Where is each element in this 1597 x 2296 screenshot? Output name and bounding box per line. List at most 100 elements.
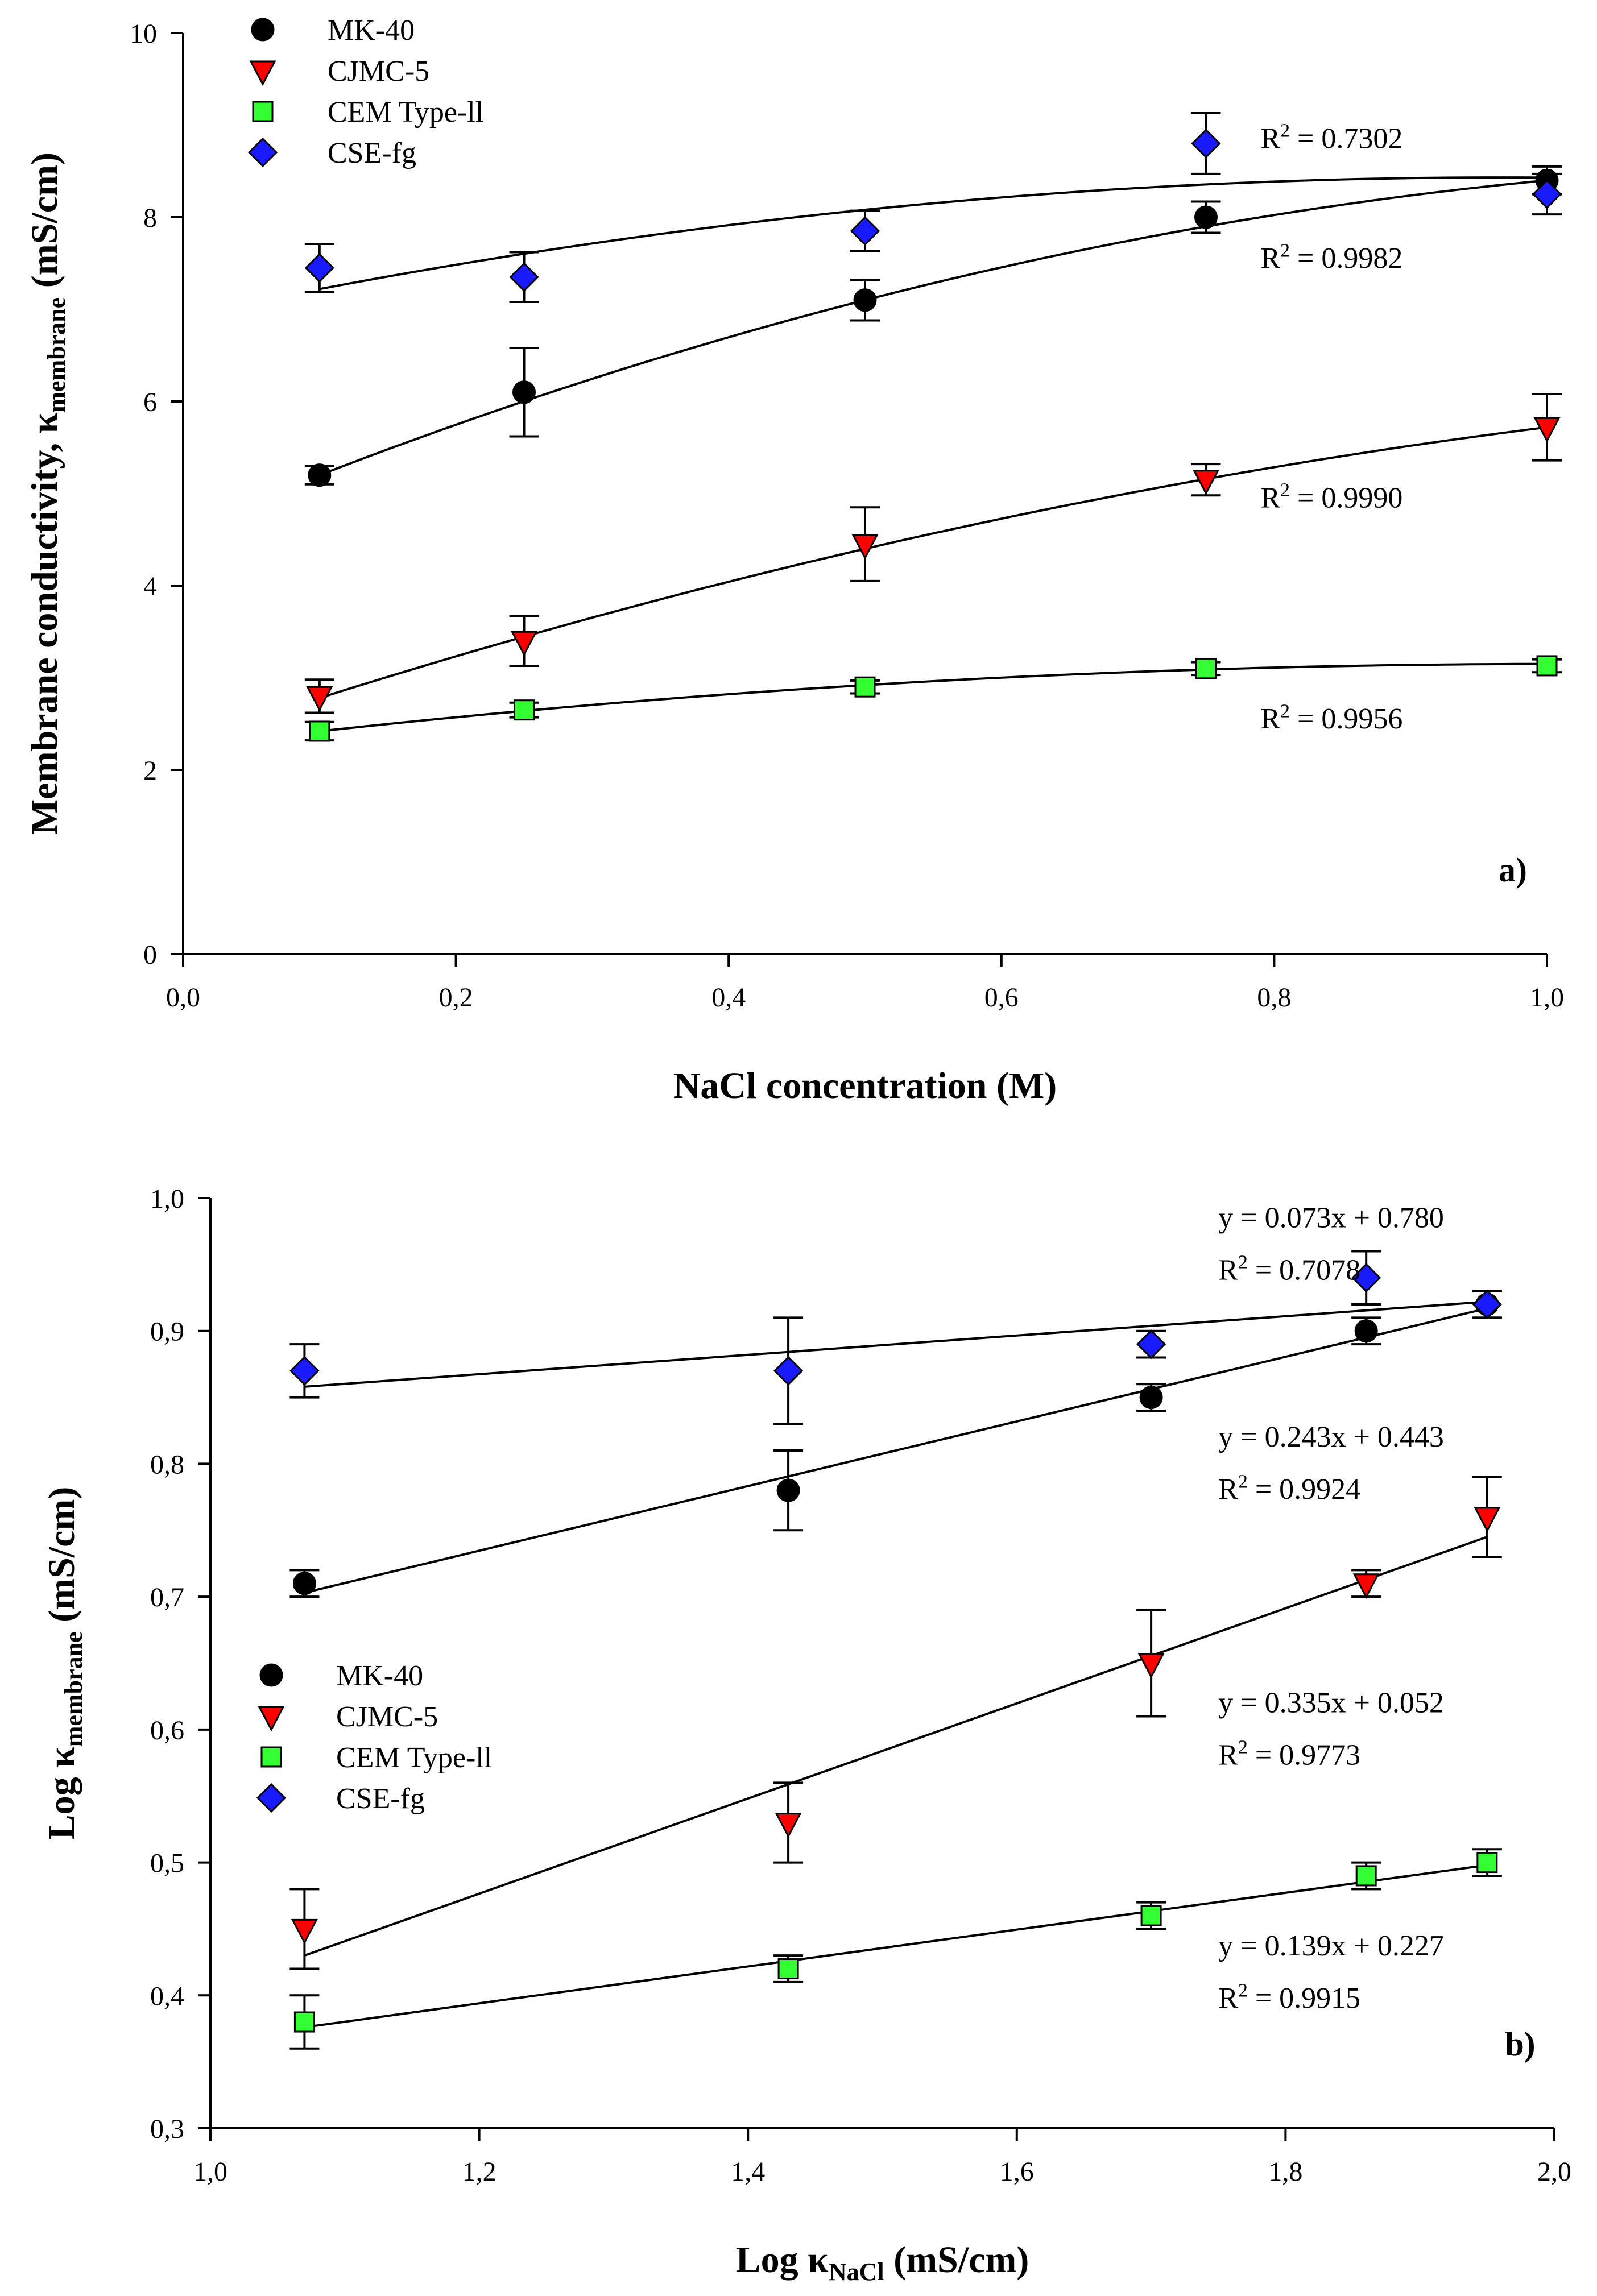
data-point-cjmc-5: [1474, 1507, 1501, 1533]
y-tick-label: 0,7: [150, 1582, 184, 1613]
y-tick-label: 8: [143, 203, 157, 233]
data-point-cjmc-5: [775, 1812, 802, 1838]
data-point-cse-fg: [304, 252, 334, 283]
data-point-cse-fg: [1191, 129, 1221, 159]
legend-marker: [247, 137, 278, 168]
legend-label: CSE-fg: [336, 1783, 425, 1815]
data-point-cse-fg: [1351, 1263, 1381, 1293]
x-tick-label: 0,6: [984, 983, 1019, 1013]
y-tick-label: 0,9: [150, 1317, 184, 1347]
legend-label: CJMC-5: [328, 55, 429, 88]
x-tick-label: 0,4: [711, 983, 746, 1013]
y-axis-title: Log κmembrane (mS/cm): [41, 1487, 88, 1840]
data-point-cjmc-5: [1193, 470, 1219, 495]
data-point-cem-type-ll: [1476, 1852, 1498, 1874]
y-tick-label: 0,8: [150, 1449, 184, 1479]
y-tick-label: 0,4: [150, 1981, 184, 2011]
y-tick-label: 0,6: [150, 1715, 184, 1746]
equation-annotation: y = 0.243x + 0.443: [1218, 1421, 1444, 1453]
data-point-cjmc-5: [291, 1918, 318, 1945]
data-point-cse-fg: [773, 1356, 804, 1386]
data-point-cem-type-ll: [514, 699, 535, 721]
x-tick-label: 2,0: [1537, 2157, 1571, 2187]
y-tick-label: 0,3: [150, 2114, 184, 2144]
x-tick-label: 1,2: [462, 2157, 497, 2187]
data-point-cse-fg: [850, 216, 880, 246]
x-tick-label: 1,4: [731, 2157, 765, 2187]
legend-marker: [259, 1663, 283, 1687]
y-tick-label: 0,5: [150, 1849, 184, 1879]
fit-line-cem-type-ll: [304, 1864, 1488, 2029]
x-tick-label: 0,0: [166, 983, 200, 1013]
legend-label: MK-40: [336, 1660, 423, 1692]
data-point-cjmc-5: [1533, 417, 1561, 443]
data-point-cem-type-ll: [309, 720, 330, 742]
data-point-cjmc-5: [511, 631, 537, 657]
data-point-cjmc-5: [851, 534, 879, 560]
equation-annotation: y = 0.073x + 0.780: [1218, 1201, 1444, 1234]
data-point-mk-40: [292, 1572, 316, 1595]
panel-b: 1,0 1,2 1,4 1,6 1,8 2,0 0,3 0,4 0,5 0,6 0,7 0,8 0,9 1…: [41, 1184, 1571, 2286]
r-squared-annotation: R2 = 0.9956: [1260, 701, 1402, 735]
legend-marker: [249, 60, 276, 86]
legend-label: CEM Type-ll: [328, 96, 483, 129]
panel-label: b): [1505, 2025, 1535, 2063]
data-point-mk-40: [1139, 1386, 1163, 1410]
data-point-mk-40: [1354, 1319, 1378, 1343]
x-axis-title: Log κNaCl (mS/cm): [736, 2239, 1029, 2286]
fit-line-cjmc-5: [319, 426, 1548, 699]
data-point-cem-type-ll: [1140, 1905, 1162, 1926]
r-squared-annotation: R2 = 0.9982: [1260, 240, 1402, 275]
legend-label: CEM Type-ll: [336, 1742, 492, 1774]
legend-label: CJMC-5: [336, 1701, 438, 1733]
data-point-cse-fg: [1472, 1289, 1502, 1320]
y-tick-label: 0: [143, 940, 157, 970]
data-point-mk-40: [308, 463, 332, 487]
x-axis-title: NaCl concentration (M): [673, 1065, 1057, 1106]
equation-annotation: R2 = 0.9773: [1218, 1737, 1360, 1772]
data-point-mk-40: [776, 1478, 800, 1502]
x-tick-label: 0,2: [439, 983, 473, 1013]
legend-label: CSE-fg: [328, 137, 416, 169]
fit-line-mk-40: [319, 179, 1548, 476]
equation-annotation: R2 = 0.9915: [1218, 1980, 1360, 2015]
y-axis-title: Membrane conductivity, κmembrane (mS/cm): [24, 152, 71, 835]
legend-marker: [260, 1746, 282, 1768]
legend-marker: [252, 101, 274, 122]
equation-annotation: R2 = 0.7078: [1218, 1252, 1360, 1287]
equation-annotation: y = 0.335x + 0.052: [1218, 1686, 1444, 1719]
data-point-cse-fg: [509, 262, 539, 292]
data-point-cem-type-ll: [777, 1958, 799, 1980]
x-tick-label: 1,8: [1268, 2157, 1302, 2187]
fit-line-mk-40: [304, 1307, 1488, 1594]
y-tick-label: 4: [143, 571, 157, 602]
data-point-cse-fg: [1136, 1329, 1166, 1360]
data-point-mk-40: [1194, 205, 1218, 229]
data-point-cjmc-5: [1137, 1653, 1165, 1679]
equation-annotation: R2 = 0.9924: [1218, 1471, 1360, 1506]
legend: MK-40 CJMC-5 CEM Type-ll CSE-fg: [247, 14, 483, 169]
data-point-cse-fg: [289, 1356, 320, 1386]
data-point-cjmc-5: [1352, 1573, 1380, 1599]
data-point-mk-40: [512, 380, 536, 404]
fit-line-cse-fg: [304, 1300, 1487, 1388]
data-point-mk-40: [853, 288, 877, 312]
data-point-cse-fg: [1532, 179, 1562, 209]
legend: MK-40 CJMC-5 CEM Type-ll CSE-fg: [256, 1660, 492, 1815]
r-squared-annotation: R2 = 0.9990: [1260, 480, 1402, 515]
legend-marker: [256, 1783, 287, 1813]
r-squared-annotation: R2 = 0.7302: [1260, 121, 1402, 155]
panel-label: a): [1499, 851, 1527, 889]
equation-annotation: y = 0.139x + 0.227: [1218, 1930, 1444, 1962]
x-tick-label: 1,0: [1530, 983, 1564, 1013]
y-tick-label: 6: [143, 387, 157, 417]
panel-a: 0,0 0,2 0,4 0,6 0,8 1,0 0 2 4 6 8 10 NaCl concentrat…: [24, 14, 1564, 1106]
y-tick-label: 1,0: [150, 1184, 184, 1214]
data-point-cem-type-ll: [293, 2011, 315, 2033]
fit-line-cjmc-5: [304, 1536, 1488, 1957]
data-point-cem-type-ll: [1536, 655, 1558, 677]
legend-marker: [258, 1706, 285, 1732]
legend-marker: [251, 18, 275, 42]
data-point-cem-type-ll: [1195, 658, 1217, 679]
